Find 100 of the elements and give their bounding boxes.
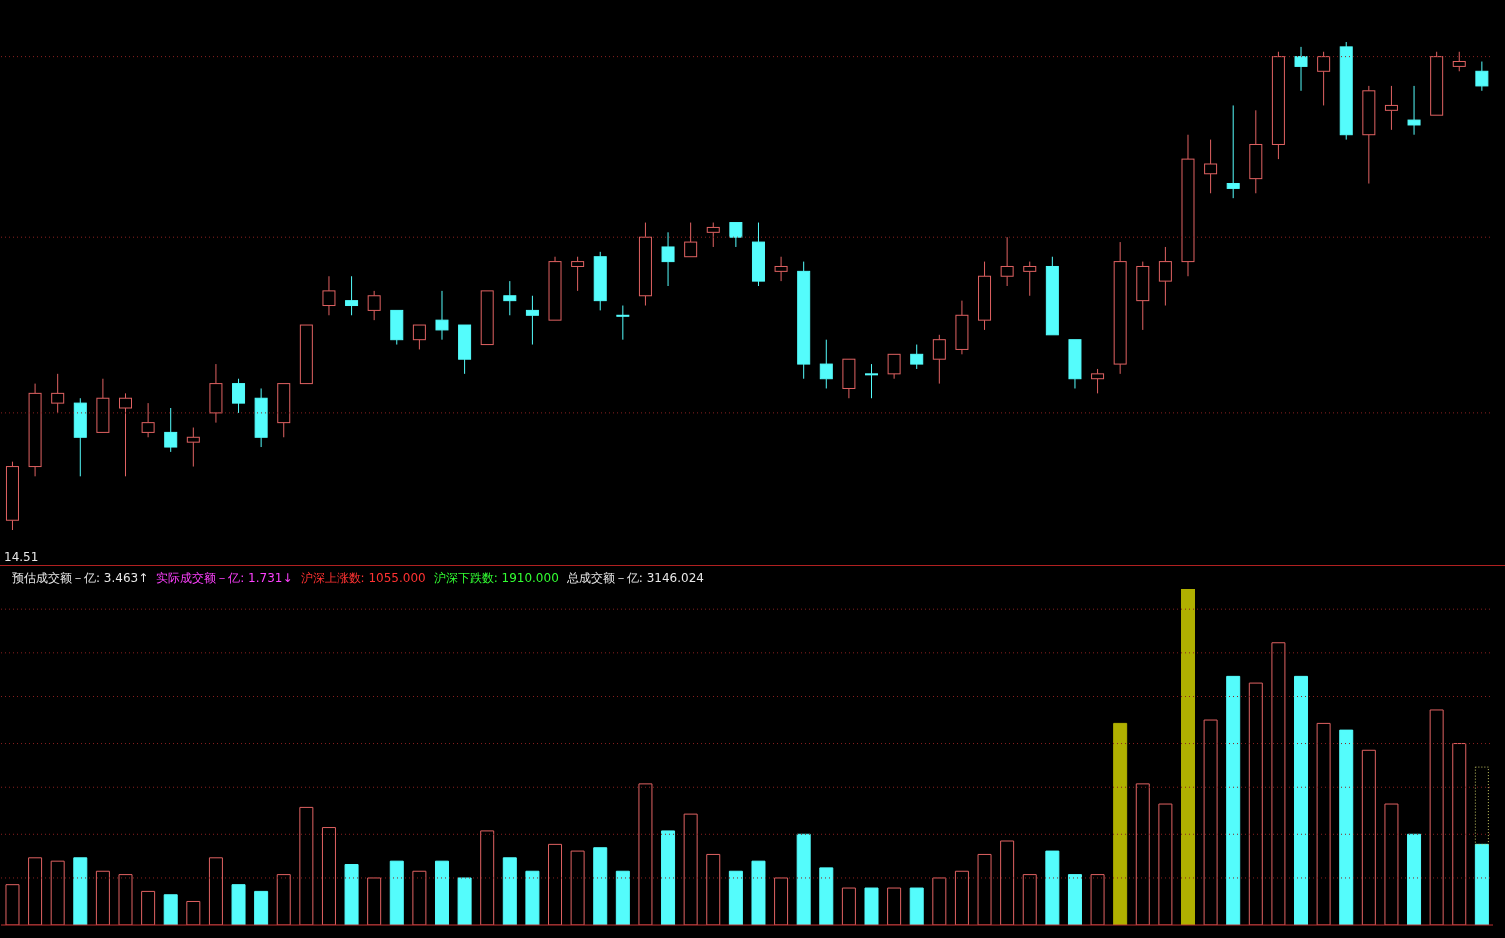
bar [1113,722,1128,925]
text: 沪深下跌数: 1910.000 [433,571,559,585]
bar [231,884,246,925]
bar [1248,682,1263,925]
candlestick [1158,246,1172,307]
bar [909,887,924,925]
candlestick [525,295,539,346]
bar [1316,722,1331,925]
bar [774,877,789,925]
bar [1022,874,1037,925]
bar [1045,850,1060,925]
bar [1271,642,1286,925]
text: 实际成交额－亿: 1.731↓ [156,571,293,585]
candlestick [1000,236,1014,287]
bar [593,847,608,925]
bar [1000,840,1015,925]
bar [1158,803,1173,925]
bar [1339,729,1354,925]
bar [50,860,65,925]
bar [1384,803,1399,925]
bar [954,870,969,925]
candlestick [774,256,788,282]
candlestick [1339,42,1353,141]
candlestick [1407,85,1421,136]
candlestick [819,339,833,389]
candlestick [322,275,336,316]
bar [5,884,20,925]
bar [321,827,336,925]
bar [480,830,495,925]
bar [525,870,540,925]
bar [819,867,834,925]
bar [887,887,902,925]
bar [1429,709,1444,925]
candlestick [503,280,517,316]
bar [796,833,811,925]
candlestick [1384,85,1398,131]
bar [95,870,110,925]
bar [28,857,43,925]
candlestick [1204,139,1218,194]
candlestick [797,261,811,380]
bar [254,890,269,925]
candlestick [661,231,675,287]
bar [932,877,947,925]
bar [864,887,879,925]
bar [1135,783,1150,925]
candlestick [1113,241,1127,375]
bar [661,830,676,925]
bar [1226,675,1241,925]
bar [728,870,743,925]
bar [1203,719,1218,925]
bar [299,806,314,925]
bar [1090,874,1105,925]
candlestick [254,387,268,448]
bar [751,860,766,925]
candlestick [435,290,449,341]
bar [141,890,156,925]
candlestick [616,305,630,341]
text: 14.51 [4,550,39,564]
candlestick [1294,46,1308,92]
bar [367,877,382,925]
bar [208,857,223,925]
candlestick [141,402,155,438]
bar [276,874,291,925]
candlestick [345,275,359,316]
bar [344,864,359,925]
bar [570,850,585,925]
bar [615,870,630,925]
bar [457,877,472,925]
candlestick [1249,109,1263,194]
candlestick [28,383,42,477]
text: 预估成交额－亿: 3.463↑ [12,571,149,585]
text: 沪深上涨数: 1055.000 [300,571,426,585]
bar [502,857,517,925]
bar [73,857,88,925]
bar [683,813,698,925]
bar [841,887,856,925]
bar [1474,843,1489,925]
bar [1361,749,1376,925]
bar [1474,766,1489,845]
candlestick [955,300,969,355]
bar [1407,833,1422,925]
candlestick [638,222,652,307]
candlestick [865,363,878,399]
bar [706,853,721,925]
candlestick [186,427,200,468]
candlestick [1475,61,1489,92]
candlestick [978,261,992,331]
candlestick [1181,134,1195,277]
bar [1294,675,1309,925]
candlestick [209,363,223,424]
bar [1452,743,1467,925]
bar [186,900,201,925]
bar [638,783,653,925]
bar [548,843,563,925]
text: 总成交额－亿: 3146.024 [566,571,704,585]
bar [163,894,178,925]
candlestick [1226,104,1240,199]
bar [1067,874,1082,925]
bar [1180,589,1195,925]
bar [389,860,404,925]
